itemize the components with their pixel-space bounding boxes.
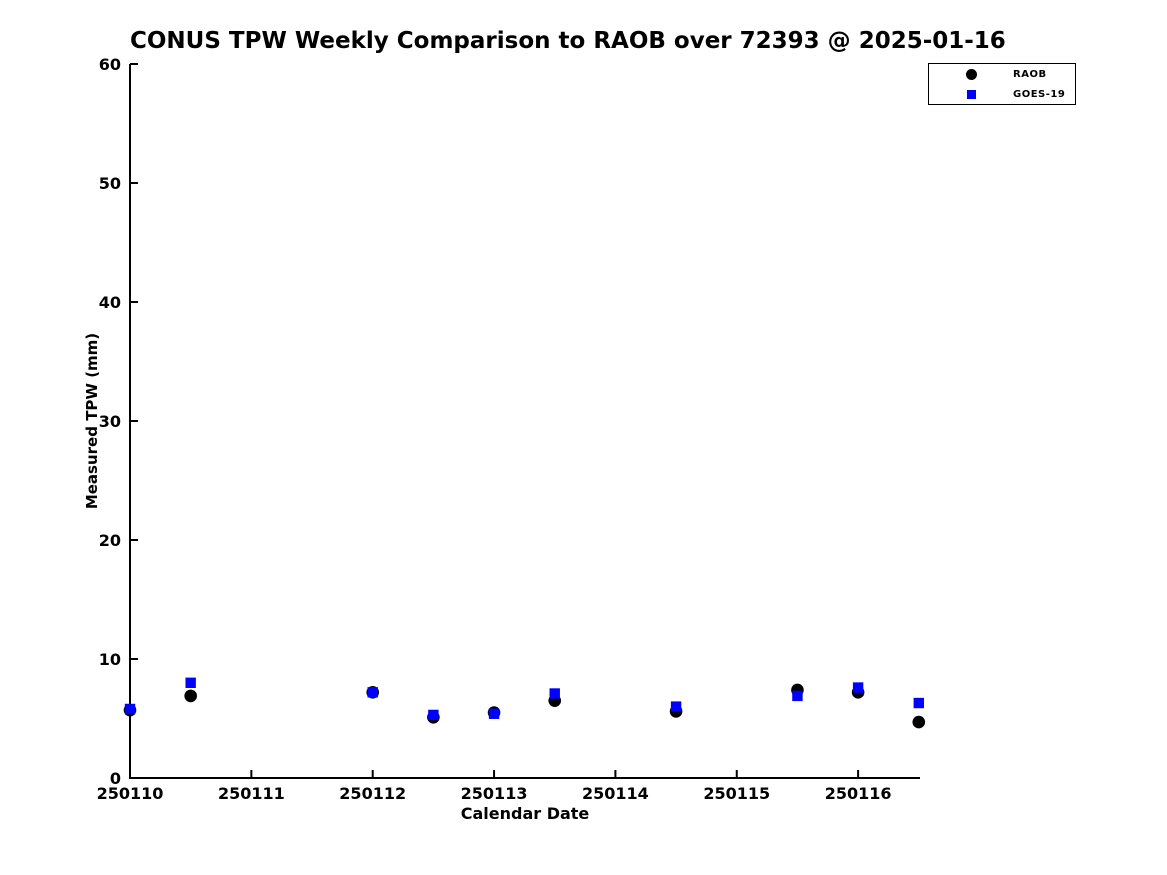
x-tick-label: 250113 [461, 784, 528, 803]
goes-point [124, 703, 136, 715]
y-tick-label: 40 [99, 293, 121, 312]
goes19-marker-cell [929, 89, 1013, 99]
raob-point [184, 689, 197, 703]
x-tick-label: 250110 [97, 784, 164, 803]
x-tick-label: 250111 [218, 784, 285, 803]
y-tick-label: 10 [99, 650, 121, 669]
y-tick-label: 60 [99, 55, 121, 74]
raob-marker-cell [929, 68, 1013, 80]
goes-point [428, 709, 439, 721]
legend-item-goes19: GOES-19 [929, 84, 1075, 104]
goes-point [913, 697, 924, 709]
goes-point [185, 677, 196, 688]
goes-point [367, 687, 378, 698]
legend-label-raob: RAOB [1013, 68, 1047, 80]
goes-point [549, 688, 560, 699]
y-tick-label: 0 [110, 769, 121, 788]
y-tick-label: 50 [99, 174, 121, 193]
y-tick-label: 20 [99, 531, 121, 550]
chart-title: CONUS TPW Weekly Comparison to RAOB over… [130, 28, 1006, 54]
legend-item-raob: RAOB [929, 64, 1075, 84]
goes-point [852, 682, 864, 693]
x-tick-label: 250112 [339, 784, 406, 803]
y-tick-label: 30 [99, 412, 121, 431]
legend-label-goes19: GOES-19 [1013, 88, 1066, 100]
goes-point [488, 708, 500, 719]
x-tick-label: 250114 [582, 784, 649, 803]
goes-point [792, 690, 803, 702]
raob-point [912, 715, 926, 729]
legend: RAOB GOES-19 [928, 63, 1076, 105]
raob-circle-icon [965, 68, 977, 80]
x-axis-label: Calendar Date [460, 804, 590, 823]
x-tick-label: 250115 [703, 784, 770, 803]
goes19-square-icon [966, 89, 976, 99]
x-tick-label: 250116 [825, 784, 892, 803]
goes-point [670, 701, 682, 712]
